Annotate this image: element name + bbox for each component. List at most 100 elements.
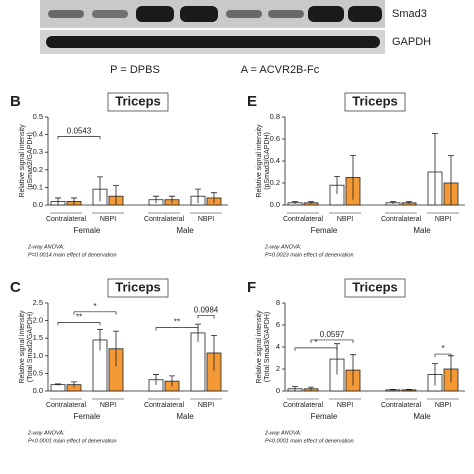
y-axis-label: (Total Smad2/GAPDH) (27, 312, 34, 382)
stats-note: 2-way ANOVA: (264, 244, 302, 250)
blot: Smad3 GAPDH P = DPBS A = ACVR2B-Fc (40, 0, 431, 76)
error-bar (308, 201, 314, 204)
x-tick-label: Contralateral (144, 402, 185, 409)
significance-bracket (310, 339, 354, 343)
x-tick-label: NBPI (337, 216, 353, 223)
blot-legend: P = DPBS (110, 64, 160, 76)
group-label: Female (311, 412, 338, 421)
x-tick-label: NBPI (100, 402, 116, 409)
y-tick-label: 0.8 (270, 112, 280, 121)
error-bar (153, 374, 159, 386)
y-axis-label: (pSmad3/GAPDH) (264, 132, 271, 190)
error-bar (448, 155, 454, 205)
x-tick-label: NBPI (198, 402, 214, 409)
y-tick-label: 0.0 (33, 386, 43, 395)
significance-label: * (314, 338, 317, 347)
y-axis-label: Relative signal intensity (19, 310, 26, 384)
error-bar (406, 388, 412, 391)
y-tick-label: 2 (276, 364, 280, 373)
y-tick-label: 0.2 (33, 165, 43, 174)
error-bar (334, 176, 340, 194)
x-tick-label: Contralateral (46, 216, 87, 223)
error-bar (350, 155, 356, 200)
blot-label: Smad3 (392, 8, 427, 20)
y-axis-label: Relative signal intensity (256, 124, 263, 198)
stats-note: 2-way ANOVA: (27, 244, 65, 250)
significance-bracket (434, 353, 452, 358)
bands (46, 6, 382, 48)
x-tick-label: Contralateral (283, 402, 324, 409)
y-axis-label: Relative signal intensity (256, 310, 263, 384)
y-tick-label: 0.2 (270, 178, 280, 187)
panel: F Triceps Relative signal intensity (Total … (247, 278, 465, 444)
significance-bracket (73, 311, 117, 315)
significance-label: ** (76, 312, 82, 321)
x-tick-label: NBPI (435, 216, 451, 223)
panel-letter: C (10, 279, 21, 296)
stats-note: P=0.0023 main effect of denervation (265, 252, 354, 258)
panel: C Triceps Relative signal intensity (Total … (10, 278, 228, 444)
stats-note: P<0.0001 main effect of denervation (265, 438, 354, 444)
y-tick-label: 0 (276, 386, 280, 395)
error-bar (292, 201, 298, 204)
y-tick-label: 8 (276, 298, 280, 307)
stats-note: P=0.0014 main effect of denervation (28, 252, 117, 258)
panel: B Triceps Relative signal intensity (pSmad2… (10, 92, 228, 258)
error-bar (390, 201, 396, 204)
significance-label: 0.0597 (320, 330, 345, 339)
error-bar (195, 188, 201, 204)
blot-legend: A = ACVR2B-Fc (241, 64, 320, 76)
y-tick-label: 2.5 (33, 298, 43, 307)
significance-label: 0.0984 (194, 305, 219, 314)
stats-note: P<0.0001 main effect of denervation (28, 438, 117, 444)
y-axis-label: (pSmad2/GAPDH) (27, 132, 34, 190)
significance-bracket (294, 347, 338, 351)
x-tick-label: NBPI (435, 402, 451, 409)
y-tick-label: 0.5 (33, 112, 43, 121)
x-tick-label: NBPI (198, 216, 214, 223)
error-bar (292, 386, 298, 391)
y-tick-label: 4 (276, 342, 280, 351)
group-label: Male (176, 226, 194, 235)
significance-bracket (57, 136, 101, 140)
group-label: Female (311, 226, 338, 235)
significance-bracket (155, 327, 199, 331)
y-tick-label: 1.0 (33, 351, 43, 360)
stats-note: 2-way ANOVA: (264, 430, 302, 436)
significance-bracket (57, 322, 101, 326)
x-tick-label: NBPI (100, 216, 116, 223)
group-label: Male (413, 226, 431, 235)
group-label: Male (413, 412, 431, 421)
error-bar (308, 386, 314, 391)
y-tick-label: 0.3 (33, 147, 43, 156)
y-tick-label: 6 (276, 320, 280, 329)
stats-note: 2-way ANOVA: (27, 430, 65, 436)
error-bar (350, 354, 356, 386)
panel-letter: E (247, 93, 257, 110)
significance-bracket (197, 314, 215, 319)
title-box (344, 92, 406, 112)
y-tick-label: 0.4 (33, 130, 43, 139)
x-tick-label: Contralateral (144, 216, 185, 223)
y-tick-label: 0.0 (270, 200, 280, 209)
significance-label: * (441, 344, 444, 353)
y-axis-label: Relative signal intensity (19, 124, 26, 198)
error-bar (169, 195, 175, 204)
y-tick-label: 2.0 (33, 316, 43, 325)
error-bar (432, 363, 438, 386)
significance-label: * (93, 302, 96, 311)
x-tick-label: Contralateral (381, 402, 422, 409)
panel-title: Triceps (352, 93, 398, 108)
y-tick-label: 0.6 (270, 134, 280, 143)
x-tick-label: NBPI (337, 402, 353, 409)
error-bar (390, 388, 396, 391)
error-bar (169, 375, 175, 387)
blot-label: GAPDH (392, 36, 431, 48)
error-bar (113, 185, 119, 205)
error-bar (55, 197, 61, 205)
error-bar (432, 133, 438, 205)
error-bar (71, 381, 77, 388)
y-tick-label: 0.1 (33, 182, 43, 191)
title-box (344, 278, 406, 298)
